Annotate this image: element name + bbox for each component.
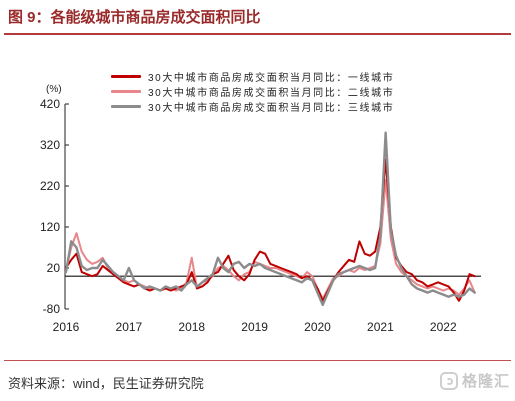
figure-title: 图 9：各能级城市商品房成交面积同比	[8, 9, 261, 26]
y-tick-label: -80	[43, 302, 61, 316]
legend-item-tier2: 30大中城市商品房成交面积当月同比：二线城市	[111, 84, 394, 99]
y-tick-label: 120	[40, 220, 60, 234]
watermark-icon	[440, 371, 458, 390]
x-tick-label: 2018	[178, 320, 205, 334]
x-tick-label: 2017	[116, 320, 143, 334]
legend-item-tier1: 30大中城市商品房成交面积当月同比：一线城市	[111, 69, 394, 84]
y-tick-label: 220	[40, 179, 60, 193]
legend-swatch-tier2	[111, 90, 141, 93]
legend-item-tier3: 30大中城市商品房成交面积当月同比：三线城市	[111, 99, 394, 114]
y-axis-unit-label: (%)	[46, 84, 62, 95]
x-tick-label: 2022	[430, 320, 457, 334]
chart-legend: 30大中城市商品房成交面积当月同比：一线城市 30大中城市商品房成交面积当月同比…	[111, 69, 394, 114]
legend-label-tier1: 30大中城市商品房成交面积当月同比：一线城市	[148, 73, 395, 84]
x-tick-label: 2019	[241, 320, 268, 334]
watermark-text: 格隆汇	[462, 373, 511, 390]
legend-swatch-tier3	[111, 105, 141, 108]
y-tick-label: 20	[47, 261, 61, 275]
legend-swatch-tier1	[111, 75, 141, 78]
watermark-logo: 格隆汇	[440, 370, 510, 391]
y-tick-label: 420	[40, 97, 60, 111]
x-tick-label: 2016	[53, 320, 80, 334]
footer-divider	[4, 360, 511, 361]
series-line-tier2	[65, 178, 476, 300]
x-tick-label: 2020	[304, 320, 331, 334]
series-line-tier3	[64, 131, 476, 307]
y-tick-label: 320	[40, 138, 60, 152]
chart-series	[64, 131, 476, 307]
legend-label-tier3: 30大中城市商品房成交面积当月同比：三线城市	[148, 103, 395, 114]
chart-axes: 420 320 220 120 20 -80 2016 2017 2018 2019 2020 202…	[40, 97, 481, 334]
x-tick-label: 2021	[367, 320, 394, 334]
legend-label-tier2: 30大中城市商品房成交面积当月同比：二线城市	[148, 88, 395, 99]
title-divider	[4, 33, 511, 35]
source-note: 资料来源：wind，民生证券研究院	[8, 376, 204, 391]
series-line-tier1	[65, 158, 476, 302]
